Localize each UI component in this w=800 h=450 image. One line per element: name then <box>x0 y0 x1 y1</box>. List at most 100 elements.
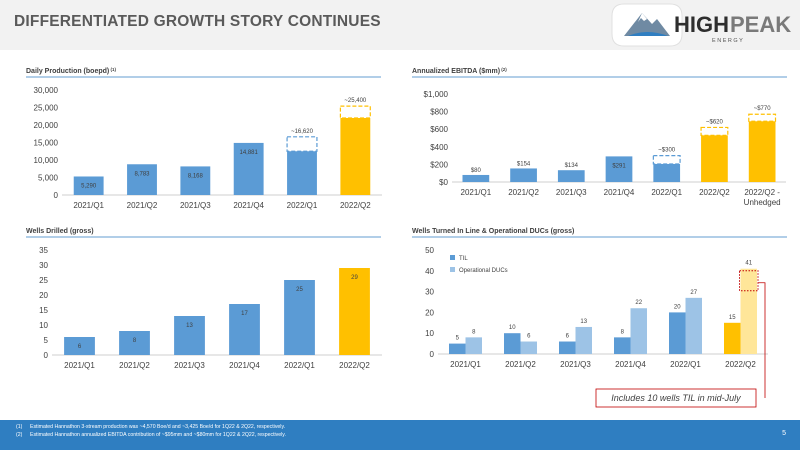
production-data-label: 5,290 <box>81 183 97 189</box>
til-ytick: 0 <box>430 350 435 359</box>
ebitda-data-label: $134 <box>565 163 579 169</box>
drilled-bar <box>64 337 95 355</box>
ebitda-bar <box>510 168 537 182</box>
til-xtick: 2022/Q2 <box>725 360 756 369</box>
drilled-data-label: 17 <box>241 311 248 317</box>
drilled-ytick: 0 <box>44 351 49 360</box>
ebitda-xtick: 2022/Q1 <box>651 188 682 197</box>
production-xtick: 2021/Q1 <box>73 201 104 210</box>
drilled-data-label: 6 <box>78 344 82 350</box>
til-ytick: 20 <box>425 308 434 317</box>
ebitda-projected-label: ~$620 <box>706 119 724 125</box>
til-bar-duc <box>465 337 482 354</box>
til-data-label: 41 <box>745 261 752 267</box>
production-projected-bar <box>286 136 318 152</box>
til-data-label: 15 <box>729 315 736 321</box>
til-callout-text: Includes 10 wells TIL in mid-July <box>611 393 741 403</box>
wells-drilled-chart: Wells Drilled (gross) 0 5 10 15 20 25 30 35 6 2021… <box>26 228 382 370</box>
drilled-ytick: 20 <box>39 291 48 300</box>
til-bar-til <box>724 322 741 354</box>
production-bar <box>73 176 104 195</box>
production-ytick: 20,000 <box>34 121 59 130</box>
footnote-2-num: (2) <box>16 432 23 438</box>
ebitda-xtick: 2021/Q3 <box>556 188 587 197</box>
ebitda-bar <box>557 170 585 182</box>
drilled-data-label: 13 <box>186 323 193 329</box>
drilled-data-label: 29 <box>351 275 358 281</box>
logo-subtitle: E N E R G Y <box>712 38 743 44</box>
production-projected-label: ~25,400 <box>344 98 367 104</box>
til-xtick: 2021/Q2 <box>505 360 536 369</box>
page-number: 5 <box>782 430 786 437</box>
ebitda-bar <box>748 121 776 182</box>
ebitda-data-label: $80 <box>471 168 482 174</box>
ebitda-xtick-line2: Unhedged <box>744 198 781 207</box>
til-data-label: 8 <box>621 329 625 335</box>
production-bar <box>233 142 264 195</box>
logo-brand-peak: PEAK <box>730 12 791 37</box>
footnote-2-text: Estimated Hannathon annualized EBITDA co… <box>30 432 286 438</box>
til-bar-duc <box>740 268 757 354</box>
til-xtick: 2021/Q4 <box>615 360 646 369</box>
drilled-data-label: 25 <box>296 287 303 293</box>
ebitda-xtick: 2021/Q4 <box>604 188 635 197</box>
ebitda-bar <box>701 135 728 182</box>
til-title: Wells Turned In Line & Operational DUCs … <box>412 228 574 235</box>
production-xtick: 2022/Q2 <box>340 201 371 210</box>
ebitda-bar <box>653 163 681 182</box>
ebitda-xtick: 2022/Q2 <box>699 188 730 197</box>
production-ytick: 30,000 <box>34 86 59 95</box>
til-data-label: 27 <box>690 290 697 296</box>
til-data-label: 22 <box>635 300 642 306</box>
til-bar-duc <box>685 297 702 354</box>
ebitda-title: Annualized EBITDA ($mm) (2) <box>412 67 507 75</box>
production-projected-bar <box>339 105 371 119</box>
production-xtick: 2021/Q2 <box>127 201 158 210</box>
production-ytick: 10,000 <box>34 156 59 165</box>
ebitda-ytick: $200 <box>430 160 448 169</box>
ebitda-xtick: 2022/Q2 - <box>744 188 780 197</box>
drilled-xtick: 2022/Q1 <box>284 361 315 370</box>
til-data-label: 13 <box>580 319 587 325</box>
til-callout-box <box>595 388 757 408</box>
drilled-xtick: 2022/Q2 <box>339 361 370 370</box>
til-data-label: 6 <box>527 334 531 340</box>
drilled-title: Wells Drilled (gross) <box>26 228 94 235</box>
drilled-data-label: 8 <box>133 338 137 344</box>
drilled-bar <box>339 268 370 355</box>
production-bar <box>127 164 157 195</box>
til-ducs-chart: Wells Turned In Line & Operational DUCs … <box>412 228 787 408</box>
production-xtick: 2021/Q4 <box>233 201 264 210</box>
til-highlight-box <box>739 270 759 292</box>
ebitda-projected-bar <box>748 113 777 122</box>
ebitda-title-sup: (2) <box>500 67 507 72</box>
daily-production-chart: Daily Production (boepd) (1) 0 5,000 10,000… <box>26 67 382 210</box>
footer-band: (1) Estimated Hannathon 3-stream producti… <box>0 420 800 450</box>
drilled-xtick: 2021/Q4 <box>229 361 260 370</box>
production-title-sup: (1) <box>109 67 116 72</box>
company-logo: HIGH PEAK E N E R G Y <box>611 3 791 47</box>
til-bar-duc <box>520 341 537 354</box>
footnote-1-text: Estimated Hannathon 3-stream production … <box>30 424 286 430</box>
production-xtick: 2022/Q1 <box>287 201 318 210</box>
production-ytick: 0 <box>54 191 59 200</box>
ebitda-projected-label: ~$770 <box>754 106 772 112</box>
til-bar-til <box>614 337 631 354</box>
production-bar <box>287 151 317 195</box>
ebitda-xtick: 2021/Q2 <box>508 188 539 197</box>
til-bar-til <box>504 333 521 354</box>
til-ytick: 10 <box>425 329 434 338</box>
drilled-xtick: 2021/Q1 <box>64 361 95 370</box>
til-legend-swatch <box>450 255 455 260</box>
ebitda-projected-bar <box>700 126 729 136</box>
til-data-label: 6 <box>566 334 570 340</box>
til-ytick: 30 <box>425 288 434 297</box>
ebitda-data-label: $154 <box>517 161 531 167</box>
logo-brand-high: HIGH <box>674 12 729 37</box>
production-data-label: 8,168 <box>188 173 204 179</box>
til-callout-connector <box>758 282 766 398</box>
ebitda-data-label: $291 <box>612 163 626 169</box>
production-projected-label: ~16,620 <box>291 129 314 135</box>
til-data-label: 10 <box>509 325 516 331</box>
production-xtick: 2021/Q3 <box>180 201 211 210</box>
